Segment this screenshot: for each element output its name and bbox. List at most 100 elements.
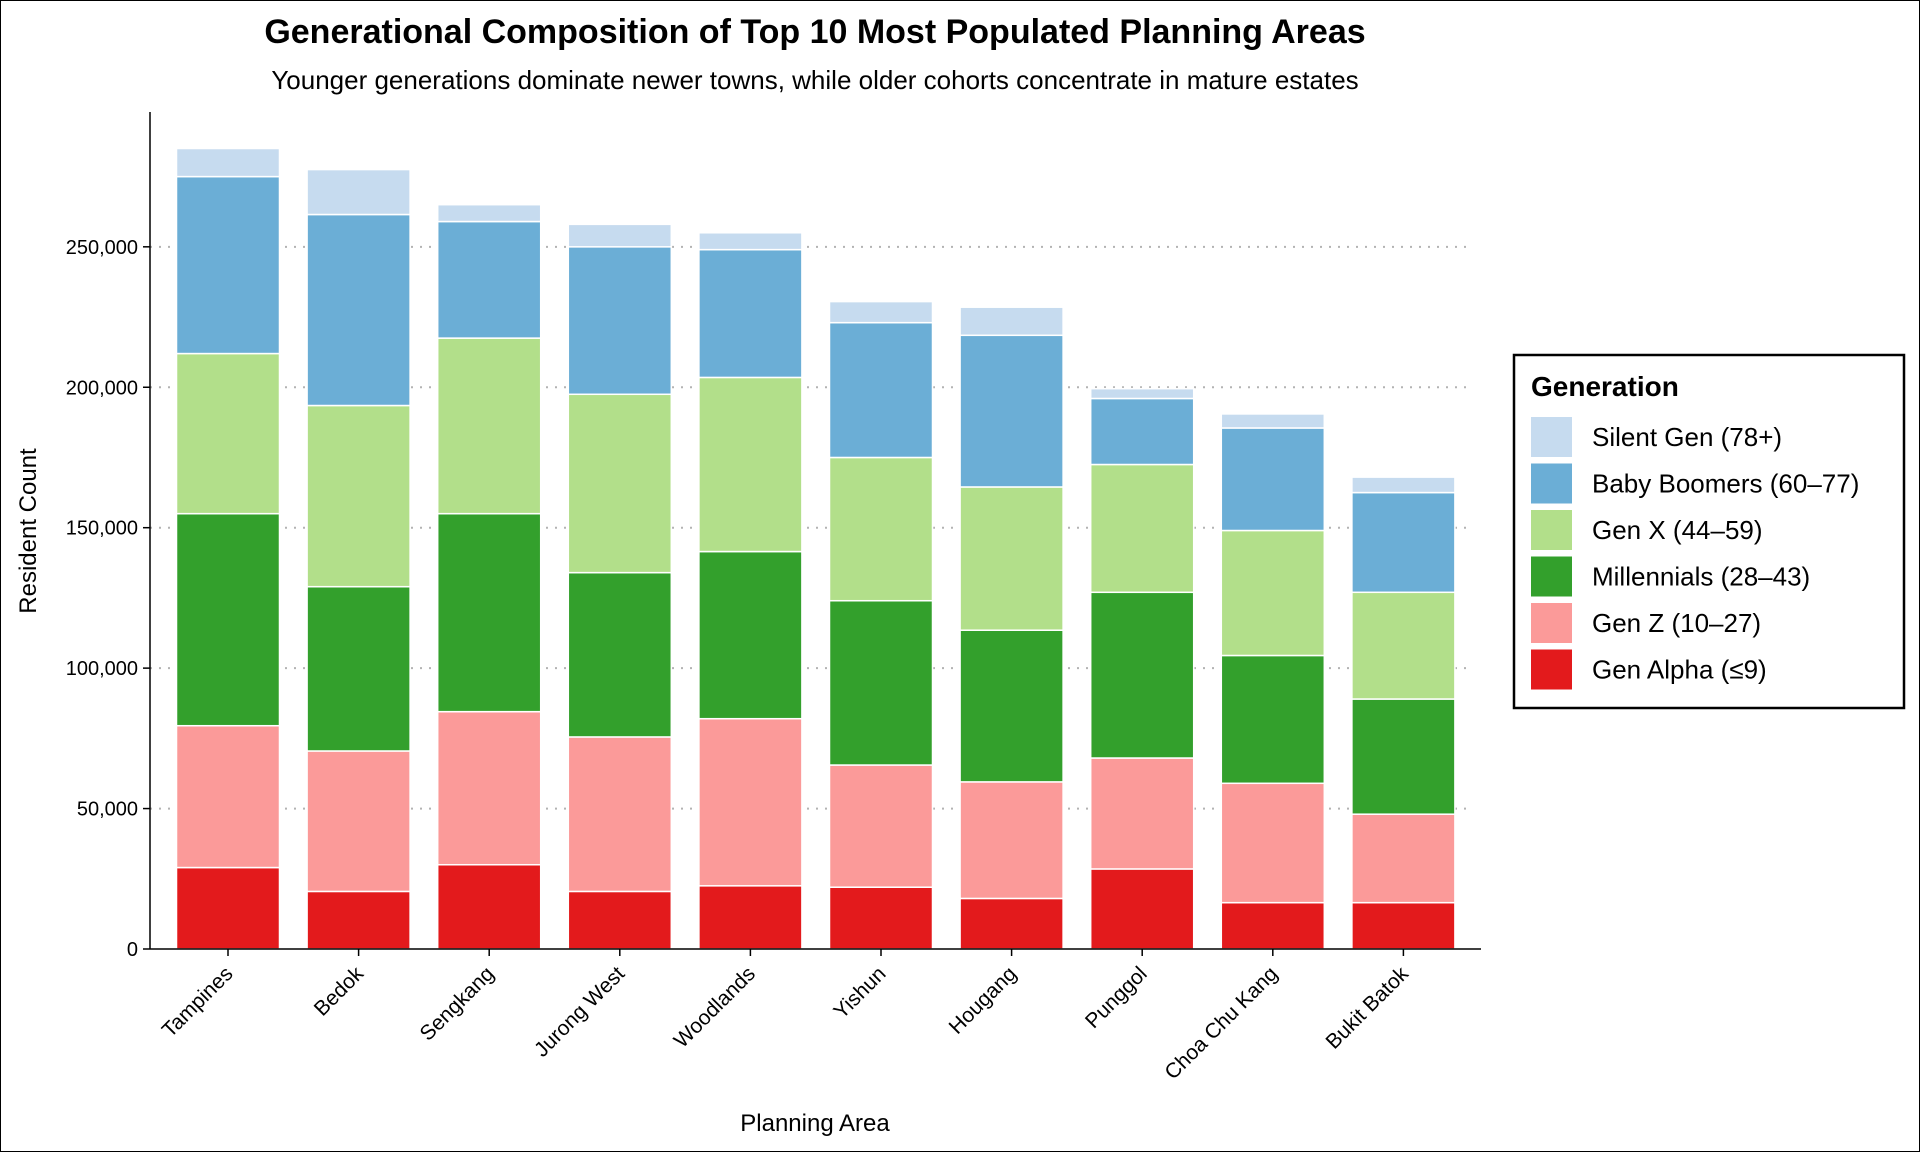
bar-segment — [436, 337, 542, 515]
y-tick-label: 0 — [127, 939, 138, 961]
bar-segment — [175, 147, 281, 178]
bar-segment — [1089, 757, 1195, 870]
legend-label: Millennials (28–43) — [1592, 562, 1810, 592]
x-tick-label: Yishun — [829, 962, 890, 1023]
bar-segment — [306, 168, 411, 216]
chart-subtitle: Younger generations dominate newer towns… — [271, 65, 1358, 95]
bar-segment — [828, 456, 934, 602]
bar-segment — [698, 232, 803, 251]
bar-segment — [1089, 591, 1195, 759]
legend-box — [1512, 353, 1906, 710]
bar-segment — [567, 223, 673, 248]
legend-label: Gen Z (10–27) — [1592, 608, 1761, 638]
x-tick-label: Bedok — [310, 962, 369, 1021]
x-tick-label: Sengkang — [416, 962, 499, 1045]
x-tick-label: Choa Chu Kang — [1160, 962, 1282, 1084]
legend-label: Baby Boomers (60–77) — [1592, 469, 1859, 499]
legend-swatch — [1531, 649, 1572, 690]
axes — [149, 112, 1481, 950]
legend-label: Gen X (44–59) — [1592, 515, 1763, 545]
bar-segment — [1351, 591, 1456, 700]
legend-swatch — [1531, 417, 1572, 457]
bar-segment — [436, 512, 542, 713]
y-tick-label: 200,000 — [66, 377, 138, 399]
legend-swatch — [1531, 556, 1572, 597]
bar-segment — [1089, 868, 1195, 950]
bar-segment — [698, 885, 803, 950]
bar-segment — [1089, 387, 1195, 400]
bar-segment — [959, 306, 1064, 337]
bar-segment — [567, 571, 673, 738]
bar-segment — [567, 246, 673, 396]
bar-segment — [828, 599, 934, 766]
bar-segment — [567, 393, 673, 574]
bar-segment — [1220, 654, 1326, 785]
bar-segment — [436, 863, 542, 950]
y-ticks: 0 50,000 100,000 150,000 200,000 250,000 — [66, 237, 150, 961]
y-tick-label: 50,000 — [77, 799, 138, 821]
bar-segment — [1220, 901, 1326, 950]
bar-segment — [828, 764, 934, 888]
legend-swatch — [1531, 463, 1572, 504]
bar-segment — [828, 300, 934, 324]
y-tick-label: 100,000 — [66, 658, 138, 680]
legend-title: Generation — [1531, 371, 1679, 402]
legend-label: Gen Alpha (≤9) — [1592, 655, 1767, 685]
legend-items: Silent Gen (78+) Baby Boomers (60–77) Gen … — [1531, 417, 1859, 690]
y-tick-label: 150,000 — [66, 518, 138, 540]
bar-segment — [1351, 476, 1456, 494]
bar-segment — [175, 724, 281, 869]
bar-segment — [1351, 813, 1456, 904]
bar-segment — [959, 897, 1064, 950]
bar-segment — [175, 512, 281, 727]
legend: Generation Silent Gen (78+) Baby Boomers … — [1512, 353, 1906, 710]
bar-segment — [828, 321, 934, 459]
bar-segment — [1220, 413, 1326, 429]
x-tick-label: Jurong West — [530, 962, 629, 1061]
bar-segment — [306, 890, 411, 950]
bar-segment — [698, 717, 803, 887]
bar-segment — [436, 203, 542, 223]
bar-segment — [1351, 698, 1456, 815]
bar-segment — [1351, 901, 1456, 950]
bar-segment — [567, 890, 673, 950]
bar-segment — [306, 404, 411, 588]
bars — [175, 147, 1456, 950]
x-ticks: Tampines Bedok Sengkang Jurong West Woodland… — [158, 949, 1414, 1084]
bar-segment — [698, 376, 803, 553]
legend-label: Silent Gen (78+) — [1592, 422, 1782, 452]
bar-segment — [306, 213, 411, 407]
bar-segment — [1351, 491, 1456, 594]
bar-segment — [175, 866, 281, 950]
x-tick-label: Punggol — [1081, 962, 1152, 1033]
legend-swatch — [1531, 603, 1572, 643]
bar-segment — [436, 220, 542, 339]
bar-segment — [175, 175, 281, 355]
bar-segment — [436, 710, 542, 866]
bar-segment — [959, 781, 1064, 900]
bar-segment — [959, 486, 1064, 631]
y-tick-label: 250,000 — [66, 237, 138, 259]
x-tick-label: Woodlands — [670, 962, 760, 1052]
bar-segment — [1220, 427, 1326, 532]
x-axis-label: Planning Area — [740, 1110, 890, 1137]
bar-segment — [1089, 397, 1195, 466]
bar-segment — [306, 750, 411, 893]
bar-segment — [1220, 782, 1326, 904]
bar-segment — [175, 352, 281, 515]
bar-segment — [1220, 529, 1326, 657]
bar-segment — [306, 585, 411, 752]
bar-segment — [698, 550, 803, 720]
x-tick-label: Bukit Batok — [1322, 962, 1414, 1054]
x-tick-label: Hougang — [945, 962, 1022, 1039]
y-axis-label: Resident Count — [15, 448, 42, 614]
chart-title: Generational Composition of Top 10 Most … — [264, 13, 1365, 51]
legend-swatch — [1531, 510, 1572, 550]
bar-segment — [959, 334, 1064, 488]
bar-segment — [959, 629, 1064, 783]
bar-segment — [1089, 463, 1195, 594]
x-tick-label: Tampines — [158, 962, 238, 1042]
bar-segment — [828, 886, 934, 950]
